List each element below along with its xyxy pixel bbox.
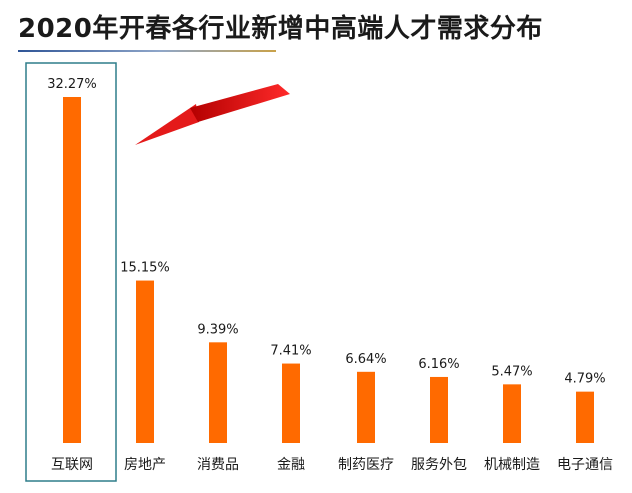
title-underline bbox=[18, 50, 276, 52]
bar-6 bbox=[430, 376, 448, 443]
value-label-4: 7.41% bbox=[270, 344, 311, 359]
category-label-5: 制药医疗 bbox=[338, 457, 394, 473]
value-label-6: 6.16% bbox=[418, 357, 459, 372]
category-label-8: 电子通信 bbox=[557, 457, 613, 473]
red-arrow-shaft bbox=[190, 84, 290, 122]
highlight-box bbox=[25, 62, 117, 482]
category-label-6: 服务外包 bbox=[411, 457, 467, 473]
bar-1 bbox=[63, 97, 81, 443]
value-label-1: 32.27% bbox=[47, 77, 97, 92]
bar-4 bbox=[282, 363, 300, 443]
value-label-2: 15.15% bbox=[120, 261, 170, 276]
bar-3 bbox=[209, 342, 227, 443]
red-arrow-icon bbox=[135, 104, 199, 145]
category-label-2: 房地产 bbox=[124, 457, 166, 473]
bar-8 bbox=[576, 391, 594, 443]
category-label-4: 金融 bbox=[277, 457, 305, 473]
bar-2 bbox=[136, 280, 154, 443]
category-label-1: 互联网 bbox=[51, 457, 93, 473]
value-label-5: 6.64% bbox=[345, 352, 386, 367]
value-label-7: 5.47% bbox=[491, 364, 532, 379]
value-label-3: 9.39% bbox=[197, 322, 238, 337]
bar-5 bbox=[357, 371, 375, 443]
chart-title: 2020年开春各行业新增中高端人才需求分布 bbox=[18, 14, 543, 44]
value-label-8: 4.79% bbox=[564, 372, 605, 387]
bar-7 bbox=[503, 384, 521, 443]
category-label-3: 消费品 bbox=[197, 457, 239, 473]
category-label-7: 机械制造 bbox=[484, 457, 540, 473]
